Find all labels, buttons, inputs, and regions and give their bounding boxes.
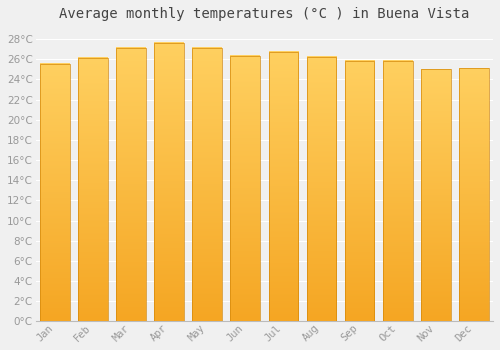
Bar bbox=[192, 48, 222, 321]
Bar bbox=[383, 61, 412, 321]
Bar bbox=[459, 68, 489, 321]
Bar bbox=[230, 56, 260, 321]
Bar bbox=[116, 48, 146, 321]
Bar bbox=[268, 52, 298, 321]
Title: Average monthly temperatures (°C ) in Buena Vista: Average monthly temperatures (°C ) in Bu… bbox=[59, 7, 470, 21]
Bar bbox=[306, 57, 336, 321]
Bar bbox=[421, 69, 450, 321]
Bar bbox=[78, 58, 108, 321]
Bar bbox=[40, 64, 70, 321]
Bar bbox=[345, 61, 374, 321]
Bar bbox=[154, 43, 184, 321]
